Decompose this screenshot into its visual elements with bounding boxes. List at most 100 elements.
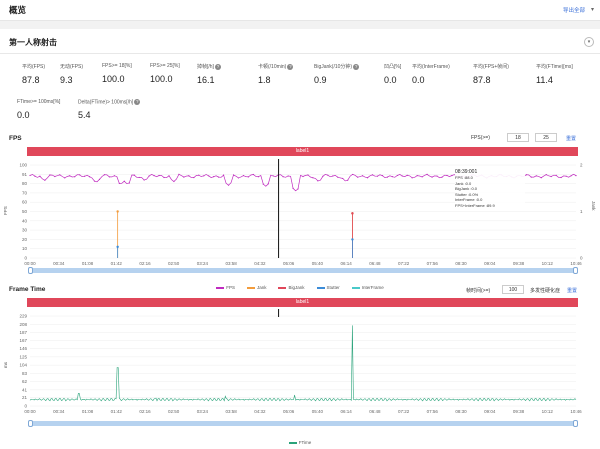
fps-point xyxy=(257,176,259,178)
fps-y-axis-right: 0 1 2 xyxy=(580,163,583,261)
y-tick-label: 125 xyxy=(19,354,27,359)
fps-point xyxy=(178,173,180,175)
y-tick-label: 62 xyxy=(22,379,28,384)
legend-swatch xyxy=(246,287,255,289)
help-icon[interactable]: ? xyxy=(134,99,141,105)
metric-item: FTime>= 100ms[%] 0.0 xyxy=(17,99,60,120)
legend-label: FTime xyxy=(298,440,312,445)
fps-point xyxy=(138,176,140,179)
metric-label: 平均(FPS) xyxy=(22,64,46,70)
metric-value: 11.4 xyxy=(536,75,553,85)
ft-range-slider[interactable] xyxy=(30,421,576,426)
fps-point xyxy=(188,175,190,177)
fps-point xyxy=(332,175,334,177)
fps-point xyxy=(530,176,532,178)
ft-slider-left-handle[interactable] xyxy=(28,420,33,427)
help-icon[interactable]: ? xyxy=(353,63,360,70)
fps-point xyxy=(262,183,264,185)
fps-point xyxy=(123,180,125,182)
bigjank-marker xyxy=(351,212,354,215)
metric-label: 凹凸[%] xyxy=(384,64,402,70)
fps-point xyxy=(431,176,433,178)
fps-point xyxy=(79,174,81,176)
x-tick-label: 01:08 xyxy=(82,409,94,414)
ft-slider-right-handle[interactable] xyxy=(573,420,578,427)
fps-point xyxy=(391,176,393,178)
fps-point xyxy=(446,174,448,177)
x-tick-label: 01:42 xyxy=(111,409,123,414)
export-all-link[interactable]: 导出全部 xyxy=(562,8,585,14)
tooltip-row: FPS+InterFrame :89.9 xyxy=(455,203,525,209)
fps-y-axis-left: 0 10 20 30 40 50 60 70 80 91 100 xyxy=(19,163,27,261)
legend-item[interactable]: BigJank xyxy=(278,285,305,290)
x-tick-label: 08:30 xyxy=(455,409,467,414)
fps-point xyxy=(371,174,374,176)
tooltip-value: :89.9 xyxy=(484,202,495,208)
fps-threshold-input-1[interactable]: 18 xyxy=(507,133,529,142)
fps-point xyxy=(242,174,245,177)
fps-point xyxy=(550,175,552,178)
x-tick-label: 06:14 xyxy=(340,261,352,266)
fps-point xyxy=(282,176,284,178)
x-tick-label: 04:32 xyxy=(254,261,266,266)
fps-spike-marks xyxy=(116,210,354,258)
section-header: 第一人称射击 ▾ xyxy=(0,29,600,54)
fps-reset-link[interactable]: 重置 xyxy=(566,136,577,142)
fps-slider-right-handle[interactable] xyxy=(573,267,578,274)
fps-point xyxy=(232,174,235,176)
x-tick-label: 09:04 xyxy=(484,409,496,414)
fps-threshold-input-2[interactable]: 25 xyxy=(535,133,557,142)
metric-label: 卡顿(/10min)? xyxy=(258,63,294,70)
collapse-chevron-icon[interactable]: ▾ xyxy=(584,37,594,47)
ft-threshold-input[interactable]: 100 xyxy=(502,285,524,294)
help-icon[interactable]: ? xyxy=(287,63,294,70)
fps-tooltip: 08:39:001 FPS :88.0 Jank :0.0 BigJank :0.0… xyxy=(455,169,525,208)
fps-range-slider[interactable] xyxy=(30,268,576,273)
fps-point xyxy=(108,176,111,178)
tooltip-row: InterFrame :0.0 xyxy=(455,197,525,203)
x-tick-label: 07:56 xyxy=(427,261,439,266)
x-tick-label: 00:34 xyxy=(53,409,65,414)
fps-point xyxy=(158,174,160,177)
metric-value: 87.8 xyxy=(22,75,40,85)
legend-label: BigJank xyxy=(288,285,305,290)
fps-slider-left-handle[interactable] xyxy=(28,267,33,274)
legend-label: Stutter xyxy=(326,285,340,290)
fps-point xyxy=(426,173,428,175)
legend-item[interactable]: Stutter xyxy=(316,285,340,290)
section-title: 第一人称射击 xyxy=(9,38,57,47)
metric-value: 1.8 xyxy=(258,75,271,85)
fps-point xyxy=(29,174,31,177)
legend-item[interactable]: FPS xyxy=(216,285,235,290)
tooltip-row: Jank :0.0 xyxy=(455,181,525,187)
help-icon[interactable]: ? xyxy=(214,63,221,70)
fps-point xyxy=(357,176,359,178)
fps-legend: FPS Jank BigJank Stutter InterFrame xyxy=(0,276,600,294)
fps-point xyxy=(183,176,185,178)
metric-value: 87.8 xyxy=(473,75,491,85)
chevron-down-icon[interactable]: ▾ xyxy=(590,7,594,13)
fps-point xyxy=(302,175,304,178)
fps-point xyxy=(312,177,314,179)
x-tick-label: 00:34 xyxy=(53,261,65,266)
fps-point xyxy=(337,176,339,178)
ft-y-axis: 0 21 41 62 83 104 125 146 167 187 208 229 xyxy=(19,314,27,409)
x-tick-label: 00:00 xyxy=(24,409,36,414)
legend-item[interactable]: InterFrame xyxy=(351,285,384,290)
fps-point xyxy=(128,182,130,184)
metric-value: 16.1 xyxy=(197,75,215,85)
fps-point xyxy=(222,174,225,176)
metric-item: FPS>= 25[%] 100.0 xyxy=(150,63,180,84)
ft-reset-link[interactable]: 重置 xyxy=(567,288,578,294)
legend-item[interactable]: FTime xyxy=(288,440,312,445)
fps-chart: 0 10 20 30 40 50 60 70 80 91 100 0 1 2 00:00 00:34 01:… xyxy=(3,159,596,266)
legend-label: FPS xyxy=(226,285,235,290)
x-tick-label: 10:46 xyxy=(570,261,582,266)
legend-item[interactable]: Jank xyxy=(246,285,266,290)
x-tick-label: 03:24 xyxy=(197,261,209,266)
ft-toggle-label[interactable]: 多发性硬化症 xyxy=(530,288,561,294)
metric-value: 5.4 xyxy=(78,110,91,121)
fps-point xyxy=(386,176,388,178)
metric-label: FPS>= 18[%] xyxy=(102,63,132,69)
jank-marker xyxy=(116,210,119,213)
